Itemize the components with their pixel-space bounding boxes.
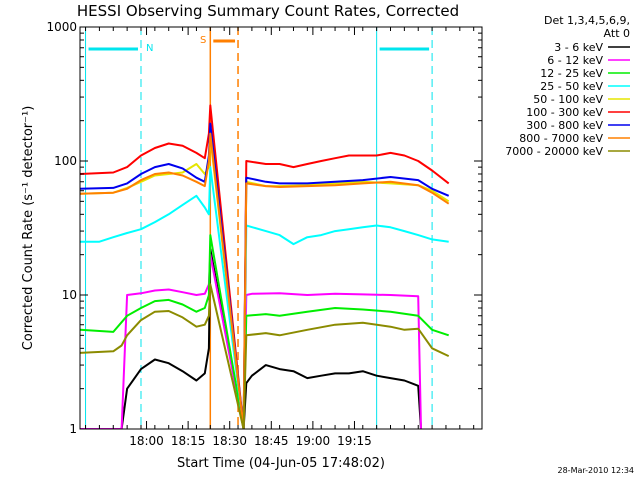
x-tick-label: 19:00 [296,434,331,448]
legend-entry-label: 12 - 25 keV [540,67,603,80]
x-tick-label: 18:30 [212,434,247,448]
legend-entry: 300 - 800 keV [526,119,630,132]
plot-frame [79,26,483,430]
flag-s-label: S [200,35,206,46]
x-tick-label: 18:45 [254,434,289,448]
legend-entry-label: 100 - 300 keV [526,106,603,119]
legend-entry: 25 - 50 keV [540,80,630,93]
legend-entry: 800 - 7000 keV [519,132,630,145]
series-line-3 [80,166,449,429]
legend-entry-label: 3 - 6 keV [554,41,603,54]
plot-timestamp: 28-Mar-2010 12:34 [558,466,635,475]
legend-entry: 6 - 12 keV [547,54,630,67]
series-line-8 [80,283,450,429]
series-line-0 [80,248,422,429]
legend-entry: 7000 - 20000 keV [505,145,630,158]
x-tick-label: 18:15 [171,434,206,448]
y-tick-label: 10 [62,288,77,302]
series-line-2 [80,234,450,429]
legend-entry-label: 50 - 100 keV [533,93,603,106]
series-line-1 [80,253,422,429]
legend-entry: 50 - 100 keV [533,93,630,106]
legend-entry-label: 300 - 800 keV [526,119,603,132]
series-line-7 [80,132,450,429]
series-lines [80,104,450,429]
series-line-5 [80,104,450,429]
legend-entry: 12 - 25 keV [540,67,630,80]
legend-header-line-1: Det 1,3,4,5,6,9, [544,14,630,27]
y-tick-label: 1000 [46,20,77,34]
y-axis-label: Corrected Count Rate (s⁻¹ detector⁻¹) [21,106,36,351]
legend-entry: 100 - 300 keV [526,106,630,119]
legend-header-line-2: Att 0 [604,27,630,40]
flag-n-label: N [146,43,153,54]
x-tick-label: 19:15 [337,434,372,448]
legend-entry-label: 7000 - 20000 keV [505,145,603,158]
series-line-6 [80,122,450,429]
chart-title: HESSI Observing Summary Count Rates, Cor… [77,2,459,20]
legend-entry: 3 - 6 keV [554,41,630,54]
legend-entry-label: 25 - 50 keV [540,80,603,93]
x-tick-label: 18:00 [129,434,164,448]
y-tick-label: 100 [54,154,77,168]
legend-entry-label: 800 - 7000 keV [519,132,603,145]
y-axis-ticks: 1 10 100 1000 [46,20,482,436]
x-axis-label: Start Time (04-Jun-05 17:48:02) [177,456,385,471]
legend-entry-label: 6 - 12 keV [547,54,603,67]
attenuator-flag-markers: NS [85,27,433,429]
x-axis-ticks: 18:00 18:15 18:30 18:45 19:00 19:15 [85,27,475,448]
y-tick-label: 1 [69,422,77,436]
